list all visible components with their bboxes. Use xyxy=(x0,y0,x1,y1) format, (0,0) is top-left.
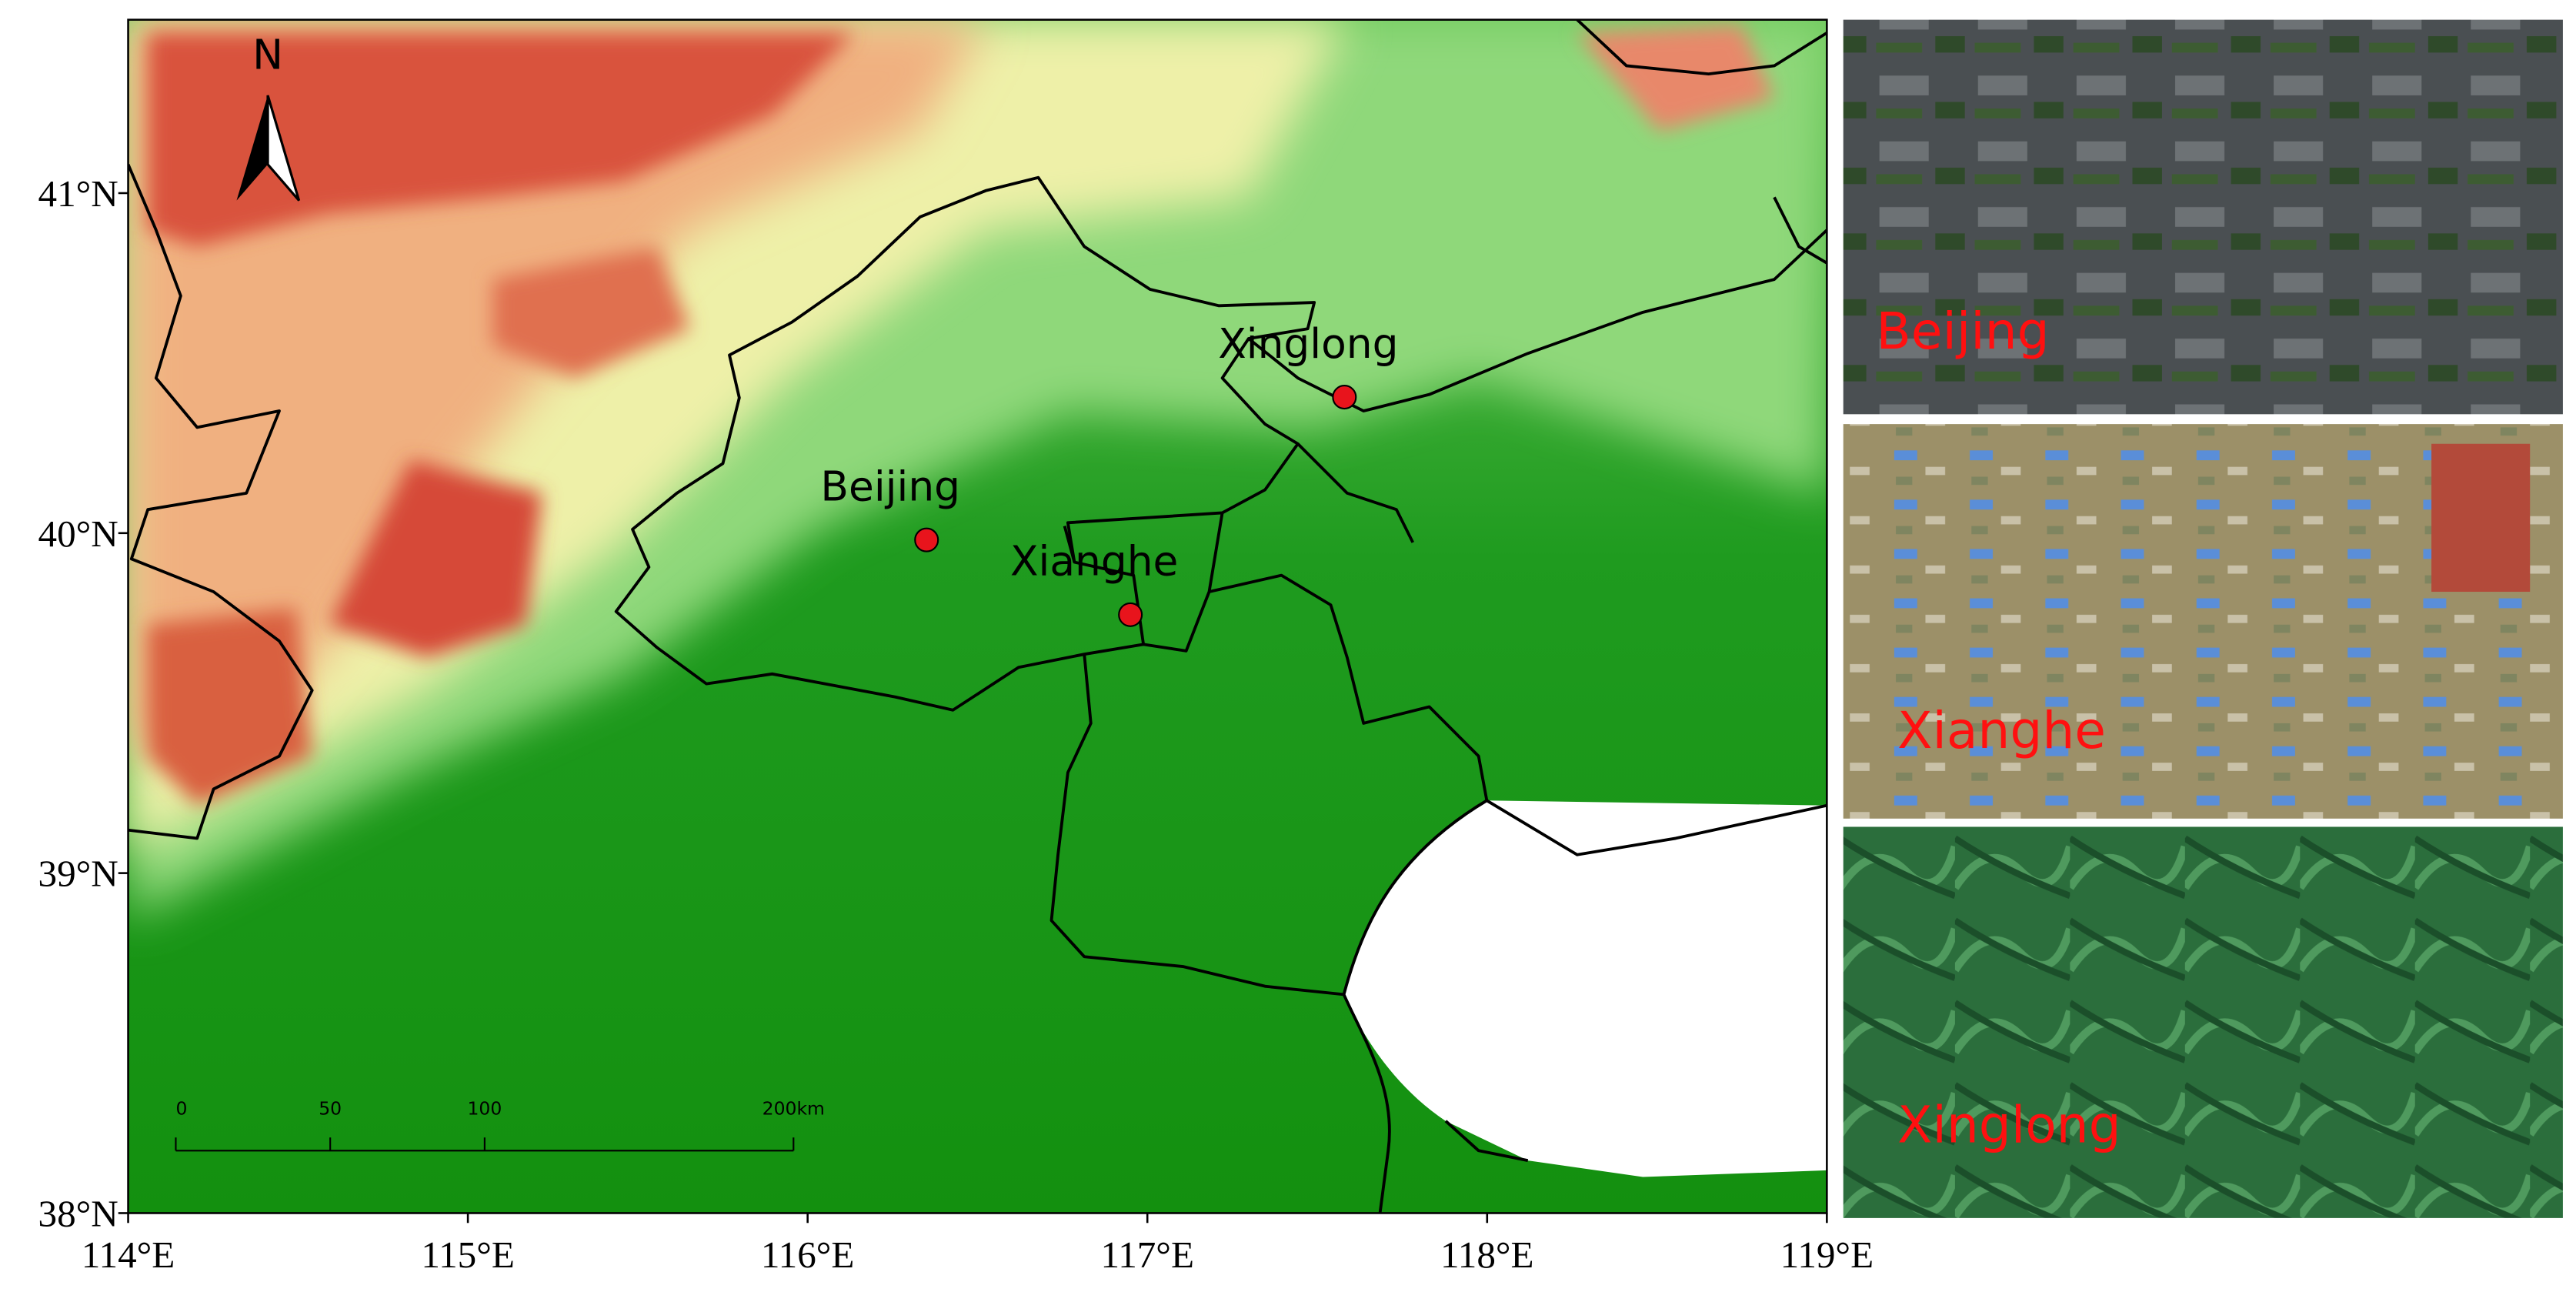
photo-label: Xianghe xyxy=(1897,701,2106,760)
north-arrow-right xyxy=(266,95,301,202)
terrain xyxy=(128,19,1827,1214)
scale-label: 50 xyxy=(319,1097,342,1119)
site-marker xyxy=(1118,602,1143,627)
photo-panels: Beijing Xianghe Xinglong xyxy=(1843,19,2563,1218)
site-marker xyxy=(1332,385,1357,410)
scale-label: 0 xyxy=(175,1097,187,1119)
scale-label: 100 xyxy=(467,1097,502,1119)
x-tick-label: 118°E xyxy=(1440,1234,1533,1276)
photo-label: Beijing xyxy=(1876,302,2049,361)
x-tick-label: 117°E xyxy=(1100,1234,1193,1276)
x-tick-label: 114°E xyxy=(82,1234,175,1276)
site-label: Xianghe xyxy=(1010,537,1178,586)
map-frame xyxy=(127,18,1828,1214)
beijing-photo xyxy=(1843,19,2563,415)
north-label: N xyxy=(252,31,283,79)
sea xyxy=(1343,800,1827,1177)
north-arrow-left xyxy=(236,95,269,201)
xinglong-photo xyxy=(1843,826,2563,1218)
x-tick-label: 115°E xyxy=(421,1234,514,1276)
x-tick-label: 116°E xyxy=(761,1234,854,1276)
site-label: Beijing xyxy=(820,462,960,510)
scale-label: 200km xyxy=(762,1097,825,1119)
track xyxy=(2431,443,2531,593)
y-tick-label: 39°N xyxy=(38,853,118,895)
y-tick-label: 40°N xyxy=(38,512,118,555)
photo-label: Xinglong xyxy=(1897,1096,2121,1155)
x-tick-label: 119°E xyxy=(1780,1234,1874,1276)
site-marker xyxy=(914,527,939,553)
y-tick-label: 41°N xyxy=(38,172,118,215)
y-tick-label: 38°N xyxy=(38,1193,118,1235)
site-label: Xinglong xyxy=(1218,319,1398,368)
boundaries xyxy=(128,19,1827,1214)
north-arrow: N xyxy=(236,31,301,202)
